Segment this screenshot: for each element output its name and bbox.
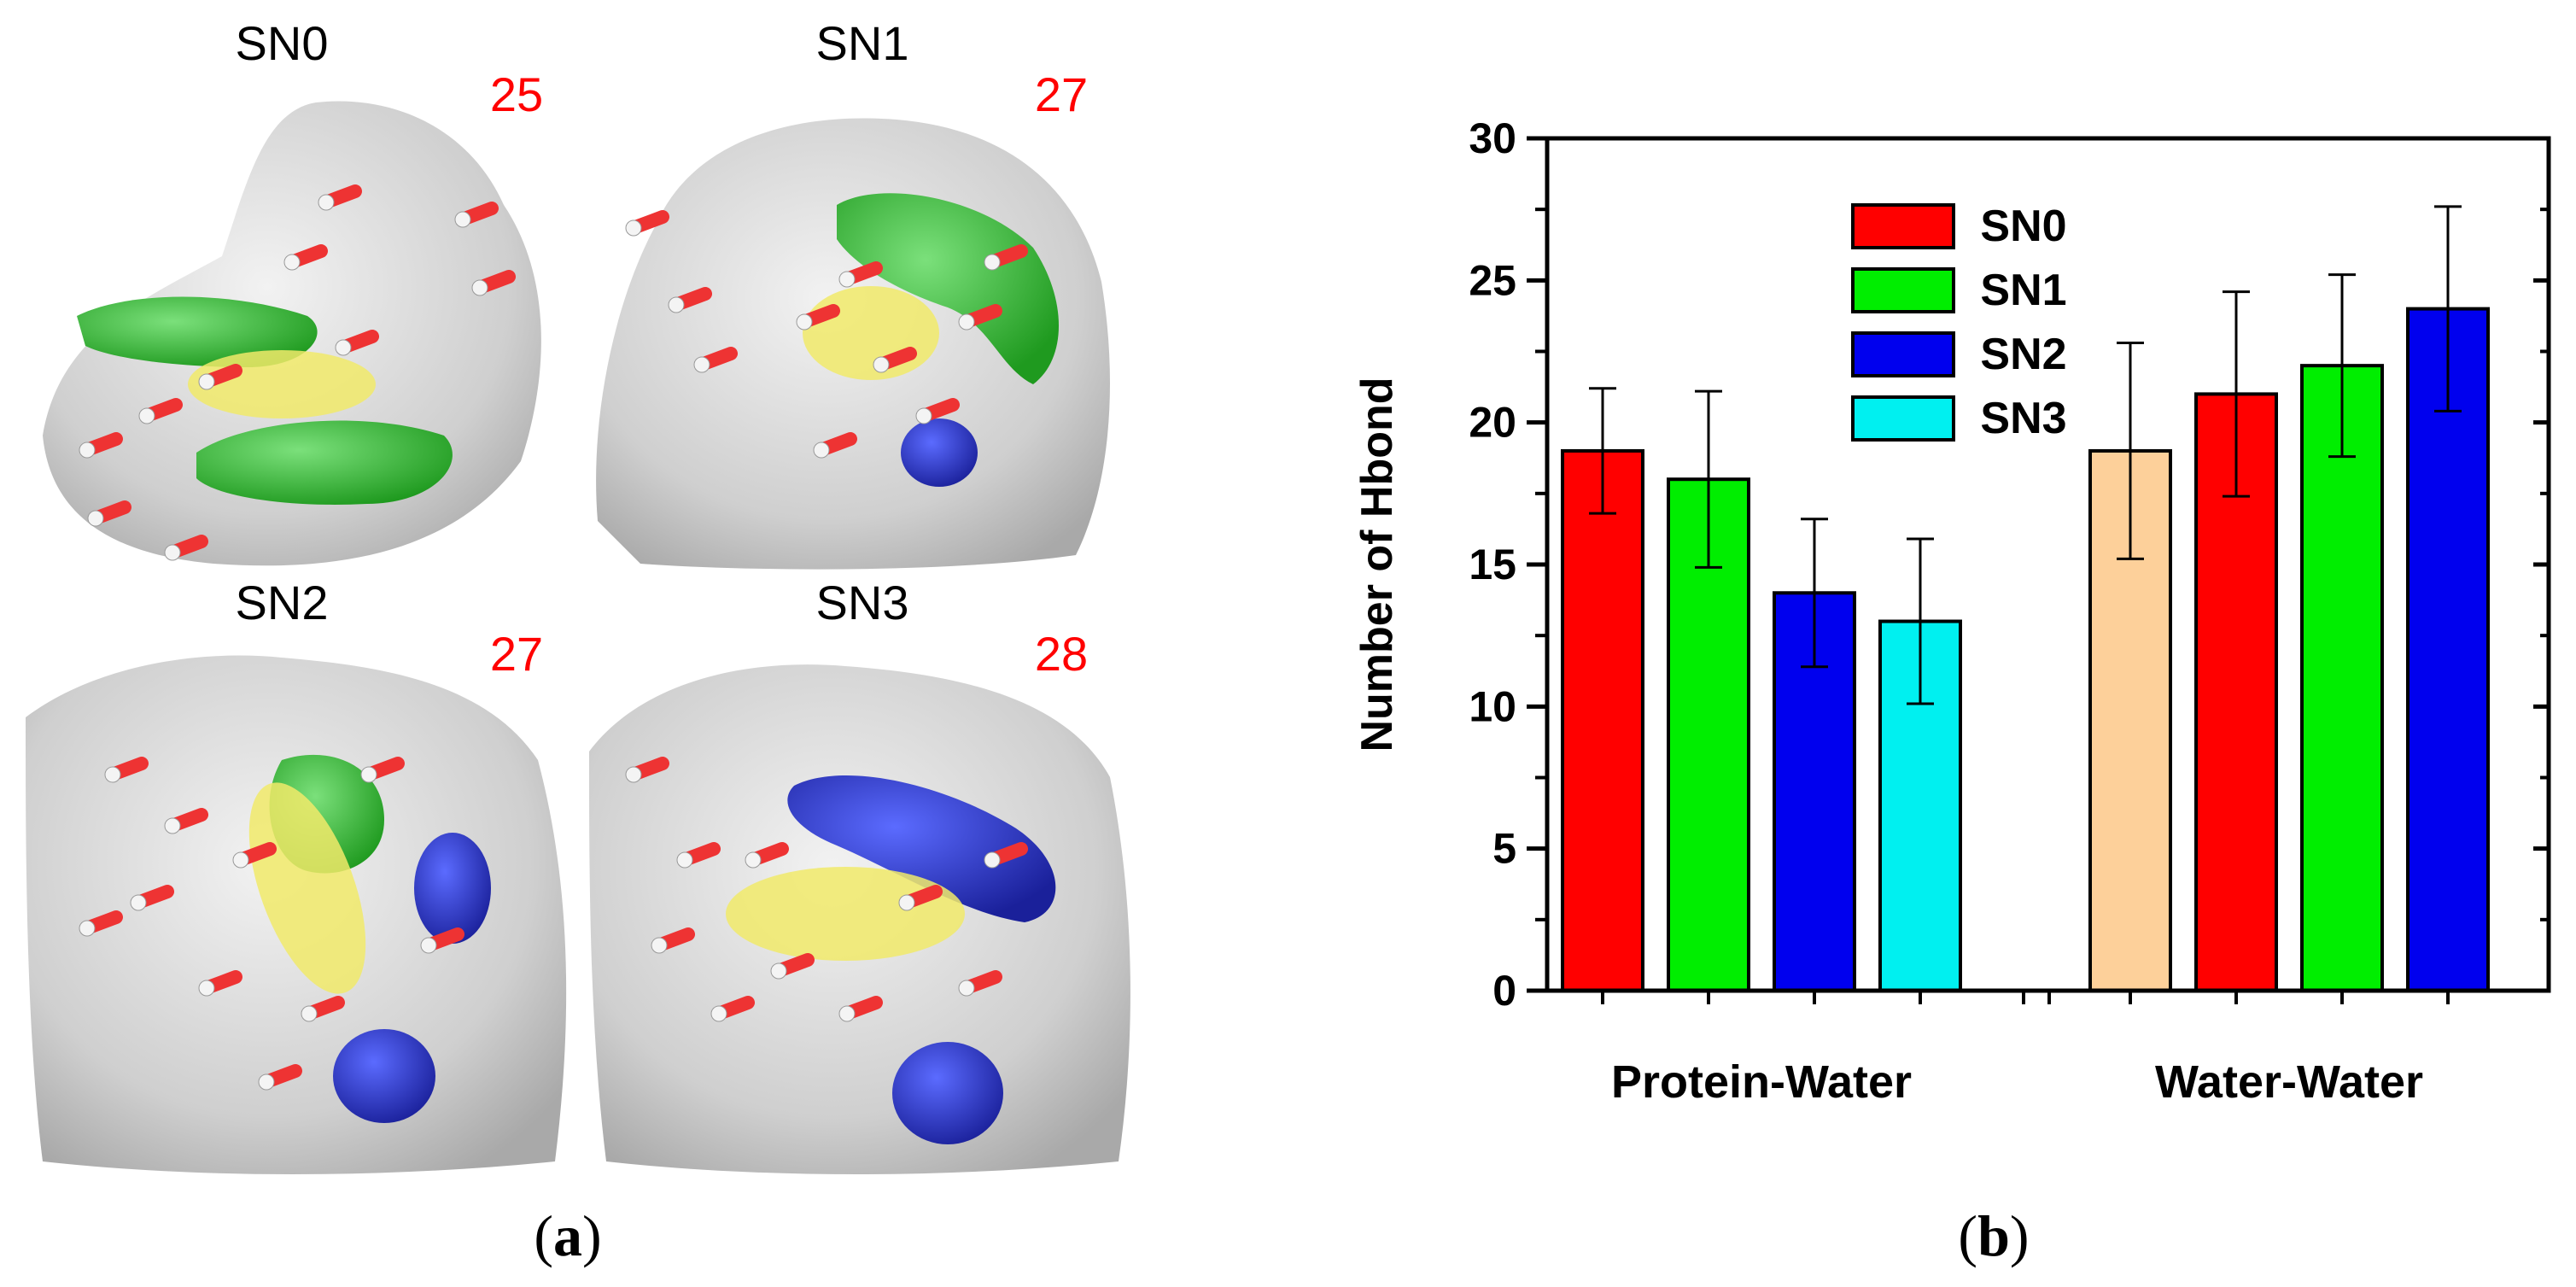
molecule-panel-sn3 xyxy=(589,664,1130,1174)
water-hydrogen xyxy=(693,356,710,373)
water-hydrogen xyxy=(198,980,215,997)
panel-title-sn0: SN0 xyxy=(236,16,329,70)
green-patch xyxy=(837,193,1059,384)
panel-label-b: (b) xyxy=(1958,1203,2029,1268)
water-hydrogen xyxy=(838,271,856,288)
bar xyxy=(1561,448,1644,992)
hbond-bar-chart: 0 5 10 15 20 25 30 Protein-Water Water-Water SN… xyxy=(1352,114,2551,1108)
water-hydrogen xyxy=(104,766,121,783)
legend-swatch xyxy=(1851,395,1955,442)
molecule-panel-sn1 xyxy=(596,118,1110,570)
legend-swatch xyxy=(1851,331,1955,377)
panel-count-sn3: 28 xyxy=(1035,627,1088,681)
y-tick-label: 15 xyxy=(1469,541,1516,588)
water-hydrogen xyxy=(796,313,813,331)
molecular-panels: SN0 25 SN1 27 SN2 27 SN3 28 (a) xyxy=(26,16,1130,1268)
x-axis: Protein-Water Water-Water xyxy=(1601,991,2450,1108)
water-hydrogen xyxy=(79,442,96,459)
panel-title-sn2: SN2 xyxy=(236,576,329,629)
water-hydrogen xyxy=(258,1073,275,1091)
legend-label: SN1 xyxy=(1980,266,2066,315)
water-hydrogen xyxy=(87,510,104,527)
ligand xyxy=(803,286,939,380)
bar xyxy=(2300,364,2384,992)
water-hydrogen xyxy=(471,279,488,296)
water-hydrogen xyxy=(79,920,96,937)
water-hydrogen xyxy=(838,1005,856,1022)
water-hydrogen xyxy=(164,544,181,561)
water-hydrogen xyxy=(420,937,437,954)
bar xyxy=(1667,477,1750,992)
legend-label: SN2 xyxy=(1980,330,2066,379)
water-hydrogen xyxy=(454,211,471,228)
water-hydrogen xyxy=(651,937,668,954)
legend-swatch xyxy=(1851,267,1955,313)
water-hydrogen xyxy=(232,851,249,869)
y-tick-label: 5 xyxy=(1492,825,1516,873)
water-hydrogen xyxy=(130,894,147,911)
water-hydrogen xyxy=(710,1005,727,1022)
water-molecules xyxy=(79,184,1028,1091)
panel-title-sn3: SN3 xyxy=(816,576,909,629)
green-patch xyxy=(77,296,318,367)
legend-swatch xyxy=(1851,203,1955,249)
y-axis: 0 5 10 15 20 25 30 xyxy=(1469,114,2549,1015)
blue-patch xyxy=(333,1029,435,1123)
legend: SN0 SN1 SN2 SN3 xyxy=(1851,202,2067,443)
water-hydrogen xyxy=(625,766,642,783)
panel-label-a: (a) xyxy=(534,1203,601,1268)
panel-count-sn2: 27 xyxy=(490,627,543,681)
blue-patch xyxy=(787,775,1056,922)
water-hydrogen xyxy=(164,817,181,834)
water-hydrogen xyxy=(335,339,352,356)
blue-patch xyxy=(892,1042,1003,1144)
water-hydrogen xyxy=(984,851,1001,869)
water-hydrogen xyxy=(283,254,301,271)
legend-label: SN0 xyxy=(1980,202,2066,251)
ligand xyxy=(248,782,366,994)
y-tick-label: 20 xyxy=(1469,399,1516,447)
error-bars xyxy=(1589,205,2462,705)
water-hydrogen xyxy=(138,407,155,424)
y-tick-label: 25 xyxy=(1469,256,1516,304)
y-tick-label: 10 xyxy=(1469,682,1516,730)
water-hydrogen xyxy=(745,851,762,869)
water-hydrogen xyxy=(318,194,335,211)
blue-patch xyxy=(901,418,978,487)
x-group-label: Protein-Water xyxy=(1611,1056,1912,1108)
molecule-panel-sn0 xyxy=(43,101,541,566)
water-hydrogen xyxy=(625,219,642,237)
ligand xyxy=(726,867,965,961)
water-hydrogen xyxy=(301,1005,318,1022)
water-hydrogen xyxy=(958,980,975,997)
water-hydrogen xyxy=(984,254,1001,271)
legend-label: SN3 xyxy=(1980,394,2066,443)
water-hydrogen xyxy=(813,442,830,459)
water-hydrogen xyxy=(198,373,215,390)
panel-count-sn1: 27 xyxy=(1035,67,1088,121)
water-hydrogen xyxy=(770,962,787,980)
panel-title-sn1: SN1 xyxy=(816,16,909,70)
panel-count-sn0: 25 xyxy=(490,67,543,121)
green-patch xyxy=(196,420,453,505)
y-tick-label: 0 xyxy=(1492,967,1516,1015)
water-hydrogen xyxy=(668,296,685,313)
water-hydrogen xyxy=(958,313,975,331)
blue-patch xyxy=(414,833,491,944)
y-axis-label: Number of Hbond xyxy=(1352,377,1402,752)
water-hydrogen xyxy=(915,407,932,424)
water-hydrogen xyxy=(898,894,915,911)
y-tick-label: 30 xyxy=(1469,114,1516,162)
water-hydrogen xyxy=(676,851,693,869)
water-hydrogen xyxy=(873,356,890,373)
x-group-label: Water-Water xyxy=(2155,1056,2423,1108)
molecule-panel-sn2 xyxy=(26,655,567,1174)
water-hydrogen xyxy=(360,766,377,783)
